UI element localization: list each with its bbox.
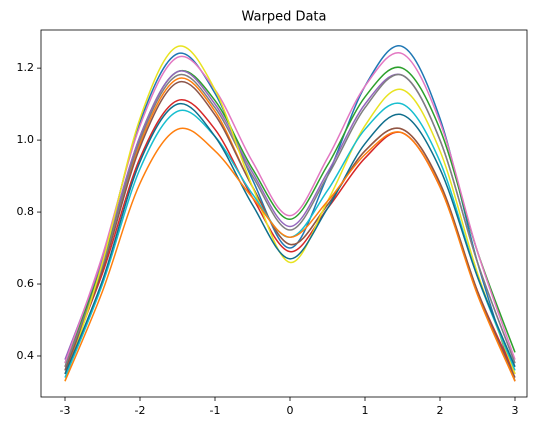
data-line [64,102,516,375]
data-line [64,70,516,364]
x-tick-label: 0 [287,404,294,417]
chart-title: Warped Data [241,10,326,25]
y-tick-label: 0.8 [17,205,35,218]
data-line [64,80,516,378]
data-line [64,45,516,382]
x-tick-label: 1 [362,404,369,417]
y-tick-label: 1.2 [17,61,35,74]
x-tick-label: 3 [512,404,519,417]
y-tick-label: 0.6 [17,277,35,290]
data-line [64,127,516,382]
plot-frame [40,29,528,398]
x-tick-label: -3 [60,404,71,417]
data-line [64,45,516,382]
x-tick-label: -1 [210,404,221,417]
data-line [64,73,516,368]
x-tick-label: 2 [437,404,444,417]
y-tick-label: 1.0 [17,133,35,146]
x-tick-label: -2 [135,404,146,417]
y-tick-label: 0.4 [17,349,35,362]
data-line [64,51,516,364]
